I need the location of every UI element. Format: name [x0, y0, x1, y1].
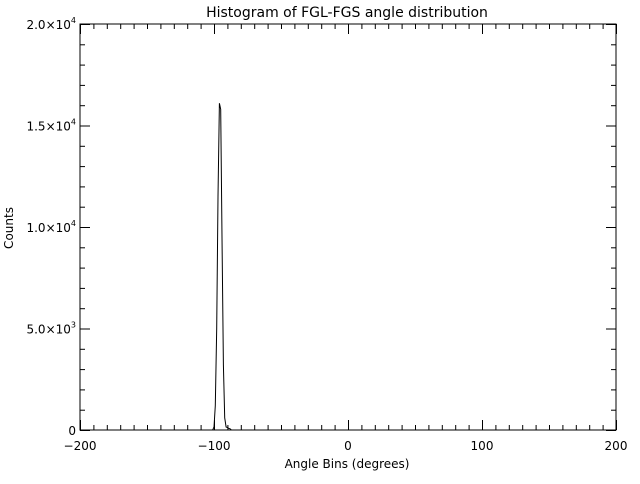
y-tick-mantissa: 1.0×10	[26, 221, 70, 235]
y-tick-exponent: 4	[71, 16, 76, 25]
y-tick-mantissa: 2.0×10	[26, 18, 70, 32]
x-tick-label: 200	[605, 439, 628, 453]
y-tick-exponent: 4	[71, 219, 76, 228]
y-tick-mantissa: 0	[68, 424, 76, 438]
y-tick-exponent: 4	[71, 118, 76, 127]
y-tick-label: 0	[68, 424, 76, 438]
y-tick-mantissa: 5.0×10	[26, 323, 70, 337]
x-tick-label: 100	[471, 439, 494, 453]
x-tick-label: 0	[344, 439, 352, 453]
y-tick-label: 1.5×104	[26, 118, 76, 134]
x-tick-label: −100	[198, 439, 231, 453]
y-tick-exponent: 3	[71, 321, 76, 330]
chart-title: Histogram of FGL-FGS angle distribution	[206, 5, 488, 21]
y-tick-label: 1.0×104	[26, 219, 76, 235]
plot-frame	[79, 23, 617, 431]
x-axis-label: Angle Bins (degrees)	[285, 457, 410, 471]
y-axis-label: Counts	[2, 207, 16, 249]
y-tick-label: 2.0×104	[26, 16, 76, 32]
y-tick-label: 5.0×103	[26, 321, 76, 337]
histogram-line	[80, 103, 616, 431]
y-tick-mantissa: 1.5×10	[26, 120, 70, 134]
x-tick-label: −200	[64, 439, 97, 453]
